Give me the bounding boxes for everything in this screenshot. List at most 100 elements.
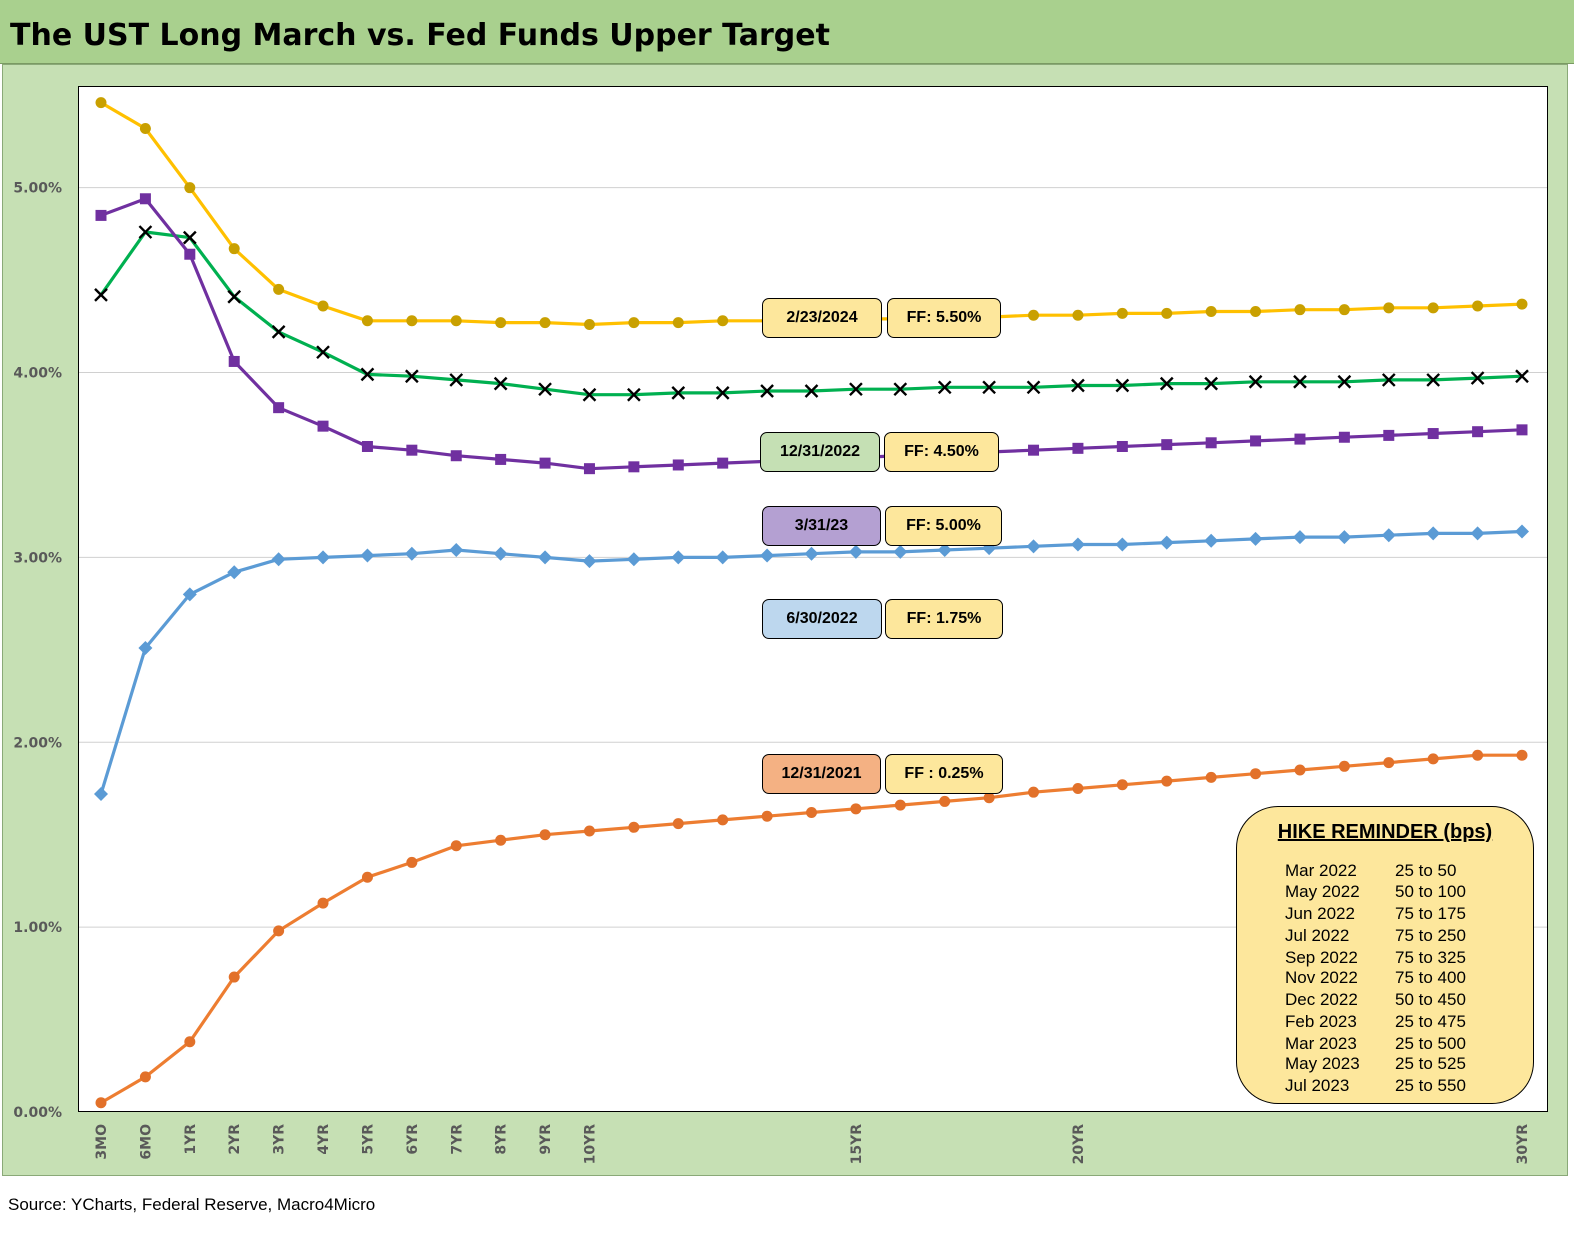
data-point [939,795,951,807]
data-point [1516,298,1528,310]
hike-row: Feb 2023 25 to 475 [1237,1012,1533,1034]
data-point [1115,537,1130,552]
data-point [1248,531,1263,546]
x-marker-stroke [1337,374,1352,389]
hike-row: Jun 2022 75 to 175 [1237,904,1533,926]
data-point [628,461,640,473]
data-point [360,367,375,382]
hike-value: 75 to 175 [1395,904,1466,923]
hike-row: Nov 2022 75 to 400 [1237,968,1533,990]
data-point [94,787,108,802]
data-point [1293,374,1307,389]
hike-value: 50 to 100 [1395,882,1466,901]
data-point [138,225,153,239]
data-point [1072,442,1084,454]
label-ff-2022-06: FF: 1.75% [885,599,1003,639]
data-point [95,209,107,221]
hike-month: Mar 2022 [1285,861,1357,880]
data-point [360,548,375,563]
data-point [450,315,462,327]
x-marker-stroke [1515,369,1529,384]
data-point [406,856,418,868]
data-point [317,897,329,909]
data-point [850,803,862,815]
hike-row: May 2023 25 to 525 [1237,1054,1533,1076]
y-tick-label: 1.00% [13,920,62,936]
data-point [1205,437,1217,449]
x-tick-label: 1YR [183,1124,199,1155]
data-point [1337,530,1352,545]
data-point [1338,431,1350,443]
data-point [717,315,729,327]
data-point [1205,306,1217,318]
hike-month: Nov 2022 [1285,968,1358,987]
x-marker-stroke [1293,374,1307,389]
y-tick-label: 2.00% [13,735,62,751]
data-point [583,825,595,837]
x-tick-label: 6MO [138,1124,154,1160]
x-marker-stroke [360,367,375,382]
x-marker-stroke [1159,376,1174,391]
data-point [538,382,552,397]
x-tick-label: 15YR [849,1124,865,1165]
hike-month: May 2022 [1285,882,1360,901]
data-point [316,345,330,360]
x-marker-stroke [182,230,197,245]
data-point [626,552,641,567]
data-point [182,230,197,245]
data-point [937,543,952,558]
hike-row: Mar 2023 25 to 500 [1237,1034,1533,1056]
data-point [1161,439,1173,451]
data-point [1292,530,1307,545]
data-point [493,376,508,391]
hike-month: Mar 2023 [1285,1034,1357,1053]
y-tick-label: 0.00% [13,1105,62,1121]
x-tick-label: 3MO [94,1124,110,1160]
label-date-2024: 2/23/2024 [762,298,882,338]
data-point [317,300,329,312]
hike-value: 25 to 500 [1395,1034,1466,1053]
data-point [1250,768,1262,780]
x-tick-label: 3YR [272,1124,288,1155]
hike-month: Sep 2022 [1285,948,1358,967]
x-marker-stroke [404,369,419,384]
data-point [273,283,285,295]
data-point [804,384,819,398]
label-ff-2023-03: FF: 5.00% [885,506,1002,546]
data-point [227,565,242,580]
hike-month: Dec 2022 [1285,990,1358,1009]
data-point [1072,309,1084,321]
data-point [271,325,286,339]
x-tick-label: 7YR [449,1124,465,1155]
data-point [184,182,196,194]
x-marker-stroke [1115,378,1130,393]
x-marker-stroke [1426,373,1441,387]
data-point [1470,371,1485,385]
data-point [628,317,640,329]
data-point [715,550,730,565]
x-marker-stroke [1381,373,1396,387]
data-point [139,123,151,135]
data-point [1515,369,1529,384]
data-point [1472,749,1484,761]
label-date-2022-12: 12/31/2022 [760,432,880,472]
data-point [582,554,597,569]
data-point [1427,302,1439,314]
hike-row: Jul 2022 75 to 250 [1237,926,1533,948]
x-tick-label: 6YR [405,1124,421,1155]
data-point [672,317,684,329]
x-marker-stroke [1248,374,1263,389]
label-date-2021-12: 12/31/2021 [762,754,881,794]
data-point [404,546,419,561]
data-point [1028,309,1040,321]
data-point [1381,373,1396,387]
data-point [937,380,952,395]
x-marker-stroke [1204,376,1219,391]
data-point [449,373,464,387]
data-point [1294,764,1306,776]
data-point [404,369,419,384]
data-point [1204,376,1219,391]
hike-row: Sep 2022 75 to 325 [1237,948,1533,970]
hike-value: 75 to 400 [1395,968,1466,987]
